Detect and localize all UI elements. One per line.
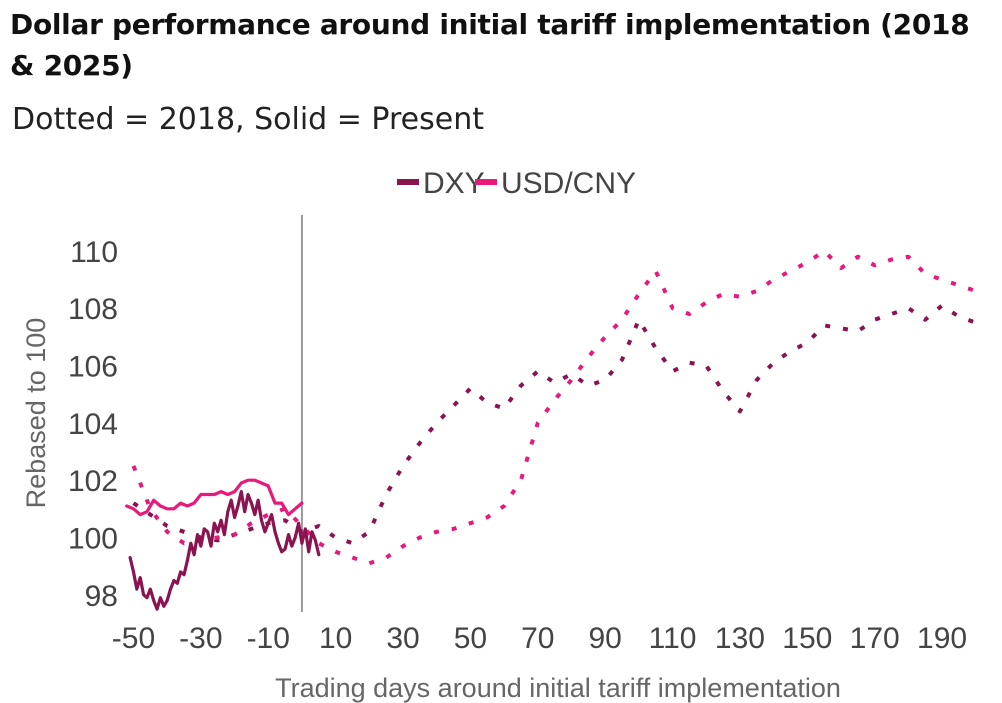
y-tick-label: 102 [68, 465, 118, 498]
chart-subtitle: Dotted = 2018, Solid = Present [12, 102, 484, 137]
y-tick-label: 104 [68, 408, 118, 441]
x-axis: -50 -30 -10 10 30 50 70 90 110 130 150 170 190 [112, 622, 967, 655]
y-tick-label: 98 [85, 580, 118, 613]
y-tick-label: 110 [70, 236, 118, 269]
y-axis: 98 100 102 104 106 108 110 [68, 236, 118, 613]
x-tick-label: 30 [386, 622, 419, 655]
x-tick-label: 110 [649, 622, 697, 655]
x-tick-label: -10 [247, 622, 290, 655]
x-tick-label: 130 [715, 622, 765, 655]
x-tick-label: 150 [782, 622, 832, 655]
x-axis-title: Trading days around initial tariff imple… [275, 673, 841, 703]
series-dxy-present [128, 490, 321, 611]
y-axis-title: Rebased to 100 [21, 318, 51, 509]
chart-title: Dollar performance around initial tariff… [10, 8, 970, 82]
legend-item-dxy: DXY [397, 167, 485, 200]
series-usd-cny-present [125, 478, 304, 517]
x-tick-label: 90 [588, 622, 621, 655]
y-tick-label: 106 [68, 351, 118, 384]
x-tick-label: 190 [917, 622, 967, 655]
legend-item-usd-cny: USD/CNY [475, 167, 636, 200]
legend: DXY USD/CNY [397, 167, 636, 200]
legend-label: DXY [423, 167, 485, 200]
y-tick-label: 108 [68, 293, 118, 326]
x-tick-label: 170 [850, 622, 900, 655]
legend-label: USD/CNY [501, 167, 636, 200]
series-layer [125, 248, 977, 611]
x-tick-label: -50 [112, 622, 155, 655]
x-tick-label: 10 [319, 622, 352, 655]
y-tick-label: 100 [68, 522, 118, 555]
x-tick-label: -30 [179, 622, 222, 655]
x-tick-label: 70 [521, 622, 554, 655]
x-tick-label: 50 [454, 622, 487, 655]
